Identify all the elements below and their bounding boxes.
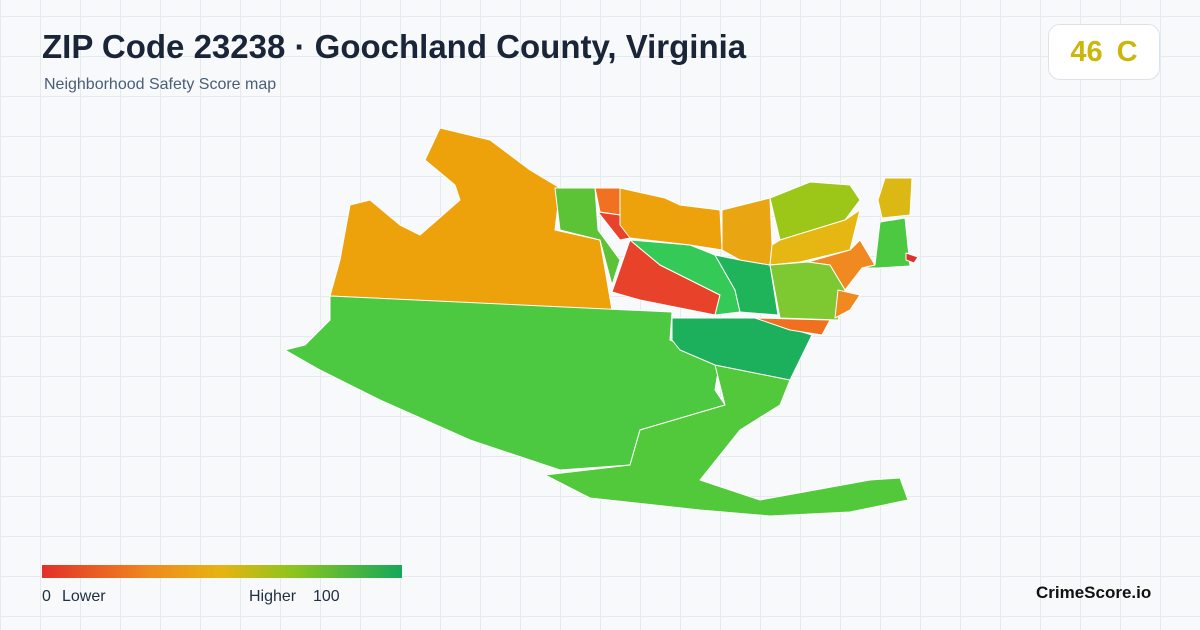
region bbox=[769, 261, 846, 321]
score-grade: C bbox=[1116, 35, 1138, 68]
score-badge: 46 C bbox=[1048, 24, 1160, 80]
brand: CrimeScore.io bbox=[1036, 583, 1152, 602]
region bbox=[877, 177, 913, 219]
region bbox=[594, 187, 621, 216]
region bbox=[905, 252, 919, 264]
score-value: 46 bbox=[1070, 35, 1103, 68]
legend-min-label: Lower bbox=[62, 588, 106, 605]
region bbox=[861, 217, 911, 269]
region bbox=[834, 289, 861, 319]
legend-min: 0 bbox=[42, 588, 51, 605]
region bbox=[721, 197, 773, 266]
region bbox=[754, 317, 831, 336]
legend-max-label: Higher bbox=[249, 588, 297, 605]
legend-max: 100 bbox=[313, 588, 340, 605]
subtitle: Neighborhood Safety Score map bbox=[44, 76, 277, 93]
region bbox=[329, 127, 613, 311]
title: ZIP Code 23238 · Goochland County, Virgi… bbox=[42, 28, 747, 65]
legend-gradient bbox=[42, 565, 402, 578]
region bbox=[554, 187, 621, 286]
